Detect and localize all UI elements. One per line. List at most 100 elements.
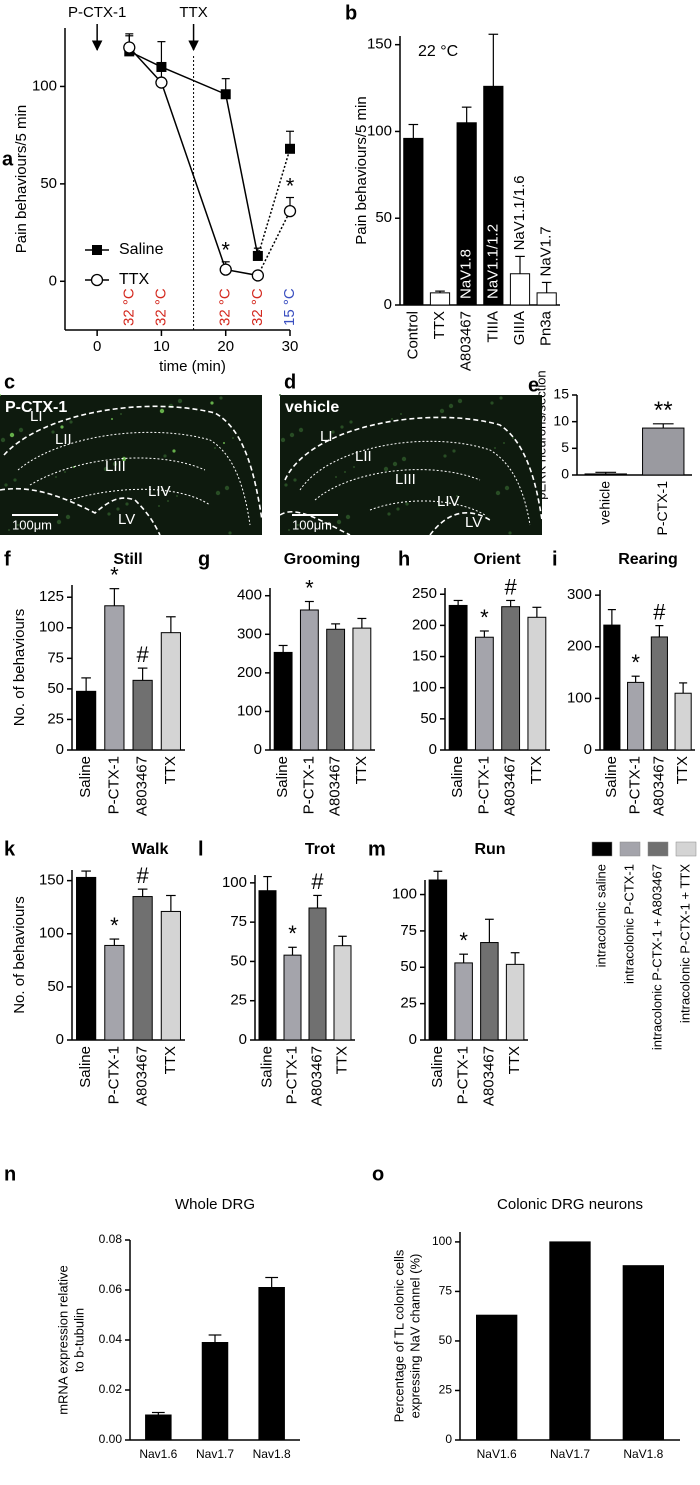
- cell-signal: [439, 408, 445, 414]
- x-tick-label: TTX: [162, 1046, 179, 1074]
- bar: [76, 690, 97, 751]
- image-label: vehicle: [285, 399, 339, 416]
- cell-signal: [344, 471, 346, 473]
- y-tick-label: 25: [439, 1383, 453, 1397]
- x-tick-label: Saline: [77, 756, 94, 798]
- panel-letter: f: [4, 548, 11, 570]
- bar: [104, 605, 125, 751]
- x-tick-label: A803467: [480, 1046, 497, 1106]
- cell-signal: [120, 413, 122, 415]
- chart-title: Walk: [132, 841, 169, 858]
- y-tick-label: 100: [392, 886, 417, 903]
- cell-signal: [284, 483, 288, 487]
- panel-letter: h: [398, 548, 410, 570]
- y-tick-label: 50: [230, 952, 247, 969]
- panel-letter: n: [4, 1163, 16, 1185]
- y-tick-label: 0: [49, 272, 57, 289]
- bar: [429, 292, 451, 306]
- x-tick-label: TTX: [162, 756, 179, 784]
- cell-signal: [51, 430, 55, 434]
- chart-title: Grooming: [284, 551, 360, 568]
- y-tick-label: 0.04: [99, 1332, 123, 1346]
- lamina-boundary: [314, 469, 481, 501]
- bar: [509, 273, 531, 306]
- micrograph: P-CTX-1LI LII LIII LIV LV 100μm: [0, 394, 263, 536]
- x-tick-label: Control: [404, 311, 421, 359]
- temperature-label: 32 °C: [217, 288, 234, 326]
- cell-signal: [279, 394, 281, 396]
- cell-signal: [340, 425, 344, 429]
- bar-label: NaV1.1/1.2: [484, 224, 501, 299]
- bar: [326, 628, 346, 751]
- image-label: P-CTX-1: [5, 399, 67, 416]
- bar: [403, 137, 424, 306]
- y-axis-label: Percentage of TL colonic cells: [391, 1249, 406, 1422]
- x-tick-label: P-CTX-1: [455, 1046, 472, 1104]
- cell-signal: [396, 507, 400, 511]
- x-tick-label: TTX: [431, 311, 448, 339]
- layer-label: LIV: [148, 483, 171, 500]
- cell-signal: [383, 466, 389, 472]
- legend-swatch: [675, 841, 697, 857]
- cell-signal: [512, 437, 514, 439]
- y-tick-label: 100: [222, 874, 247, 891]
- significance-marker: *: [110, 913, 119, 938]
- bar: [76, 876, 97, 1041]
- y-tick-label: 50: [400, 958, 417, 975]
- point: [252, 250, 263, 261]
- y-tick-label: 0.08: [99, 1232, 123, 1246]
- y-tick-label: 125: [39, 588, 64, 605]
- lamina-boundary: [3, 405, 263, 521]
- cell-signal: [400, 413, 402, 415]
- y-tick-label: 0: [429, 741, 437, 758]
- cell-signal: [69, 420, 73, 424]
- bar-label: NaV1.8: [458, 249, 475, 299]
- significance-marker: *: [288, 921, 297, 946]
- chart-title: 22 °C: [418, 43, 458, 60]
- y-tick-label: 300: [237, 625, 262, 642]
- panel-letter: a: [2, 148, 14, 170]
- event-label: P-CTX-1: [68, 4, 126, 21]
- y-axis-label: to b-tubulin: [71, 1308, 86, 1372]
- cell-signal: [107, 512, 111, 516]
- point: [220, 89, 231, 100]
- bar: [527, 616, 547, 751]
- cell-signal: [112, 461, 118, 467]
- panel-letter: g: [198, 548, 210, 570]
- bar: [273, 651, 293, 751]
- significance-marker: #: [505, 574, 518, 599]
- layer-label: LIII: [105, 458, 126, 475]
- y-tick-label: 100: [367, 122, 392, 139]
- panel-letter: i: [552, 548, 558, 570]
- chart-title: Still: [113, 551, 142, 568]
- x-tick-label: P-CTX-1: [105, 1046, 122, 1104]
- bar: [160, 632, 181, 751]
- y-tick-label: 25: [400, 995, 417, 1012]
- cell-signal: [177, 398, 183, 404]
- cell-signal: [18, 427, 24, 433]
- chart-title: Run: [474, 841, 505, 858]
- bar-label: NaV1.1/1.6: [511, 175, 528, 250]
- y-axis-label: Pain behaviours/5 min: [353, 96, 370, 244]
- bar: [160, 910, 181, 1041]
- x-tick-label: 30: [282, 338, 299, 355]
- y-axis-label: No. of behaviours: [11, 896, 28, 1014]
- x-tick-label: P-CTX-1: [627, 756, 644, 814]
- bar: [480, 942, 499, 1041]
- x-tick-label: A803467: [134, 1046, 151, 1106]
- y-tick-label: 50: [420, 710, 437, 727]
- cell-signal: [215, 490, 221, 496]
- x-tick-label: Saline: [77, 1046, 94, 1088]
- cell-signal: [495, 490, 501, 496]
- cell-signal: [9, 432, 15, 438]
- cell-signal: [13, 478, 17, 482]
- x-tick-label: P-CTX-1: [105, 756, 122, 814]
- y-tick-label: 0: [254, 741, 262, 758]
- bar: [627, 681, 645, 751]
- cell-signal: [116, 507, 120, 511]
- cell-signal: [289, 432, 295, 438]
- chart-title: Colonic DRG neurons: [497, 1196, 643, 1213]
- x-tick-label: Nav1.7: [196, 1447, 234, 1461]
- y-tick-label: 0: [239, 1031, 247, 1048]
- point: [283, 204, 297, 218]
